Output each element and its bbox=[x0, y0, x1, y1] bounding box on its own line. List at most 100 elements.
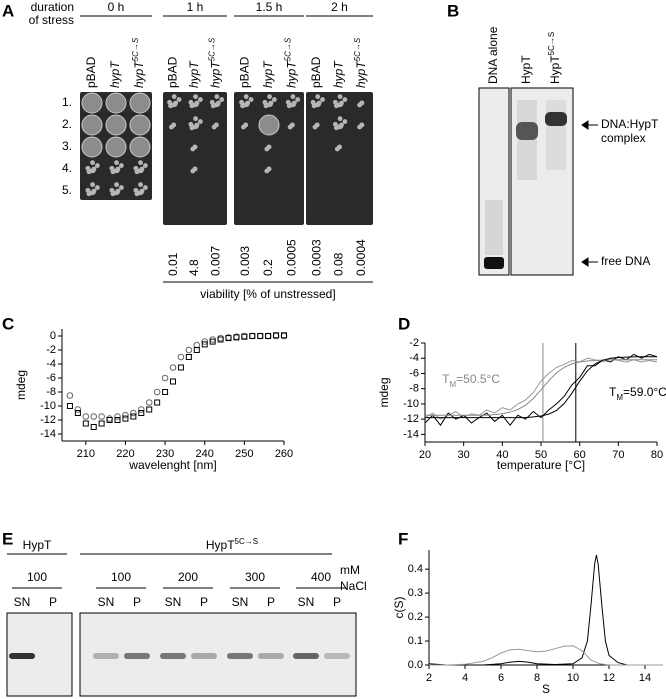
panel-letter: A bbox=[2, 1, 14, 20]
colony bbox=[90, 160, 95, 166]
colony bbox=[192, 166, 198, 172]
data-line bbox=[425, 356, 657, 419]
data-point bbox=[265, 333, 272, 339]
data-point bbox=[98, 413, 105, 420]
colony bbox=[114, 160, 119, 166]
data-point bbox=[66, 392, 74, 399]
arrow bbox=[581, 120, 598, 130]
strain-label-base: hypT bbox=[187, 60, 201, 88]
colony bbox=[337, 144, 342, 150]
colony bbox=[266, 166, 272, 172]
data-point bbox=[153, 388, 161, 396]
strain-label: hypT bbox=[187, 60, 201, 88]
data-point bbox=[177, 364, 184, 371]
y-tick-label: 0.1 bbox=[408, 635, 423, 647]
colony bbox=[167, 99, 172, 105]
y-tick-label: -6 bbox=[409, 367, 419, 379]
colony bbox=[198, 97, 203, 102]
data-point bbox=[114, 413, 121, 420]
colony bbox=[95, 185, 100, 190]
free-dna-label: free DNA bbox=[601, 254, 650, 268]
strain-label-sup: 5C→S bbox=[352, 37, 361, 61]
lane-label-sup: 5C→S bbox=[547, 32, 556, 56]
strain-label: hypT bbox=[261, 60, 275, 88]
colony bbox=[359, 122, 365, 128]
data-point bbox=[82, 420, 89, 427]
gel-band bbox=[293, 653, 319, 659]
colony-spot bbox=[105, 92, 127, 114]
time-label: 0 h bbox=[108, 0, 125, 14]
colony bbox=[266, 144, 272, 150]
data-point bbox=[209, 338, 216, 345]
colony bbox=[248, 97, 254, 102]
colony-spot bbox=[105, 136, 127, 158]
colony bbox=[143, 163, 148, 168]
gel-band bbox=[191, 653, 217, 659]
data-point bbox=[66, 403, 73, 409]
colony bbox=[243, 122, 249, 128]
gel-band bbox=[516, 122, 538, 140]
colony bbox=[192, 102, 197, 108]
x-axis-label: temperature [°C] bbox=[497, 458, 585, 472]
gel-band bbox=[160, 653, 186, 659]
strain-label: pBAD bbox=[238, 56, 252, 88]
colony bbox=[119, 163, 124, 168]
data-point bbox=[185, 354, 192, 360]
time-label: 1 h bbox=[187, 0, 204, 14]
y-tick-label: -14 bbox=[403, 428, 419, 440]
strain-label: hypT5C→S bbox=[352, 37, 368, 88]
salt-label: 200 bbox=[178, 570, 198, 584]
x-tick-label: 20 bbox=[419, 449, 431, 461]
y-tick-label: -14 bbox=[40, 428, 56, 440]
salt-unit: NaCl bbox=[340, 579, 367, 593]
data-point bbox=[162, 389, 169, 395]
fraction-label: P bbox=[333, 595, 341, 609]
strain-label: pBAD bbox=[84, 56, 98, 88]
colony bbox=[171, 122, 177, 128]
y-tick-label: -6 bbox=[46, 372, 56, 384]
colony bbox=[342, 119, 348, 124]
row-label: 3. bbox=[62, 139, 72, 153]
data-point bbox=[114, 417, 121, 423]
colony bbox=[289, 102, 295, 108]
y-axis-label: mdeg bbox=[14, 370, 28, 400]
plate-image bbox=[234, 92, 304, 225]
colony bbox=[213, 102, 219, 108]
row-label: 4. bbox=[62, 161, 72, 175]
tm-subscript: M bbox=[450, 380, 457, 389]
x-tick-label: 50 bbox=[535, 449, 547, 461]
data-point bbox=[201, 341, 208, 348]
salt-label: 100 bbox=[111, 570, 131, 584]
lane-label-base: HypT bbox=[548, 55, 562, 84]
colony bbox=[192, 144, 198, 150]
colony bbox=[138, 160, 143, 166]
data-point bbox=[74, 406, 82, 413]
x-tick-label: 230 bbox=[156, 448, 174, 460]
y-tick-label: -2 bbox=[46, 344, 56, 356]
tm-suffix: =50.5°C bbox=[456, 372, 500, 386]
strain-label-base: hypT bbox=[261, 60, 275, 88]
fraction-label: SN bbox=[98, 595, 115, 609]
colony bbox=[332, 121, 338, 127]
strain-label-sup: 5C→S bbox=[207, 37, 216, 61]
colony-spot bbox=[258, 114, 280, 136]
y-tick-label: -8 bbox=[46, 386, 56, 398]
viability-value: 0.2 bbox=[261, 259, 275, 276]
data-point bbox=[225, 335, 232, 342]
x-tick-label: 210 bbox=[77, 448, 95, 460]
data-point bbox=[145, 399, 153, 406]
y-tick-label: -10 bbox=[403, 398, 419, 410]
stress-label: of stress bbox=[29, 13, 74, 27]
viability-value: 0.0005 bbox=[285, 239, 299, 276]
group-label: HypT5C→S bbox=[206, 537, 258, 553]
data-point bbox=[241, 333, 248, 340]
lane-label: HypT5C→S bbox=[547, 32, 563, 84]
strain-label-base: hypT bbox=[354, 60, 368, 88]
data-point bbox=[161, 374, 169, 382]
plate-image bbox=[163, 92, 227, 225]
y-tick-label: 0.4 bbox=[408, 563, 423, 575]
colony bbox=[119, 185, 124, 190]
colony bbox=[85, 187, 91, 193]
lane-label-base: DNA alone bbox=[486, 26, 500, 84]
colony bbox=[193, 94, 198, 100]
